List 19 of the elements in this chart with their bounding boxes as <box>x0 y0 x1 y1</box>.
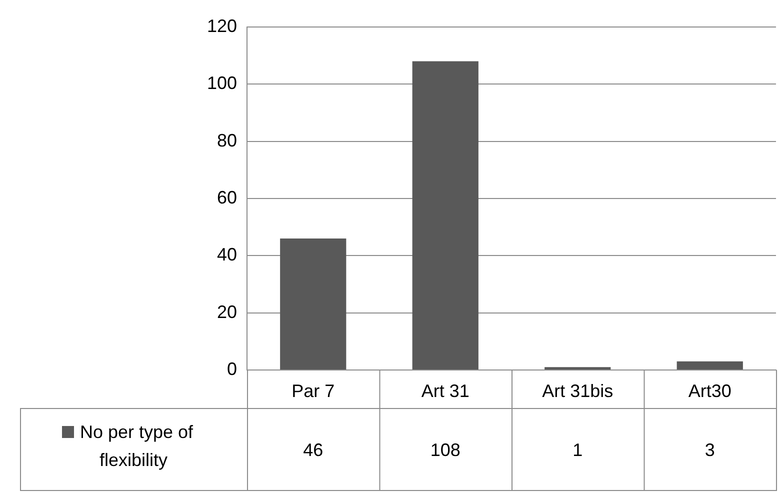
bar <box>412 61 478 370</box>
x-tick-label: Art 31 <box>421 380 470 401</box>
y-tick-label: 60 <box>216 187 237 208</box>
x-tick-label: Art30 <box>688 380 732 401</box>
y-tick-label: 0 <box>226 358 237 379</box>
y-tick-label: 120 <box>206 16 237 36</box>
data-label: 108 <box>430 440 460 460</box>
data-label: 3 <box>704 440 715 460</box>
legend-label: No per type of flexibility <box>80 422 194 470</box>
y-tick-label: 100 <box>206 73 237 94</box>
bar <box>676 361 743 370</box>
y-tick-label: 40 <box>216 244 237 265</box>
y-tick-label: 80 <box>216 130 237 150</box>
data-label: 46 <box>303 440 324 460</box>
x-tick-label: Par 7 <box>292 380 335 401</box>
x-tick-label: Art 31bis <box>542 380 614 401</box>
data-label: 1 <box>572 440 583 460</box>
bar <box>280 238 346 370</box>
y-tick-label: 20 <box>216 302 237 322</box>
